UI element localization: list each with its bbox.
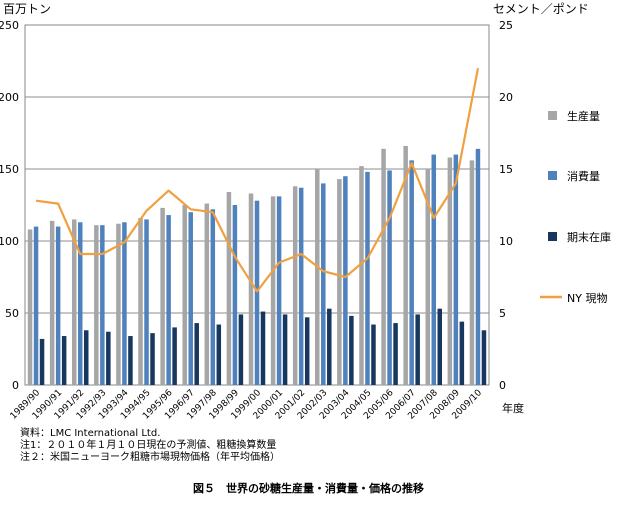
y-left-axis-title: 百万トン (3, 2, 51, 16)
y-right-tick-label: 10 (499, 235, 513, 248)
y-left-tick-label: 0 (12, 379, 19, 392)
bar-2 (260, 311, 266, 385)
bar-2 (128, 336, 133, 385)
price-line (35, 67, 480, 293)
bar-0 (71, 219, 77, 385)
bar-1 (387, 170, 392, 385)
bar-0 (138, 217, 143, 385)
bar-0 (248, 193, 254, 385)
bar-1 (276, 196, 282, 385)
bar-1 (475, 148, 481, 385)
x-axis-title: 年度 (502, 401, 524, 415)
bar-2 (39, 338, 45, 385)
legend-swatch-2 (548, 232, 557, 241)
legend-label-3: NY 現物 (567, 291, 607, 305)
bar-2 (194, 323, 199, 385)
y-left-tick-label: 50 (5, 307, 19, 320)
bar-1 (453, 154, 459, 385)
bar-1 (365, 171, 370, 385)
note-1: 注1：２０１０年１月１０日現在の予測値、粗糖換算数量 (20, 440, 277, 451)
bar-2 (150, 333, 155, 385)
y-left-tick-label: 150 (0, 163, 19, 176)
bar-1 (144, 219, 149, 385)
bar-2 (349, 315, 354, 385)
bar-0 (94, 225, 99, 385)
bar-1 (122, 222, 127, 385)
bar-1 (166, 215, 171, 385)
bar-0 (447, 157, 453, 385)
bar-0 (27, 229, 33, 385)
bar-2 (304, 317, 310, 385)
bar-1 (232, 205, 238, 385)
bar-0 (292, 186, 298, 385)
legend-swatch-1 (548, 171, 557, 180)
y-right-tick-label: 20 (499, 91, 513, 104)
bar-0 (315, 169, 320, 385)
bar-1 (55, 226, 61, 385)
bar-1 (431, 154, 437, 385)
bar-2 (83, 330, 89, 385)
bar-2 (393, 323, 398, 385)
bar-1 (100, 225, 105, 385)
bar-2 (172, 327, 177, 385)
y-right-tick-label: 15 (499, 163, 513, 176)
source-note: 資料：LMC International Ltd. (20, 428, 161, 439)
bar-0 (425, 169, 431, 385)
y-left-tick-label: 200 (0, 91, 19, 104)
bar-1 (321, 183, 326, 385)
bar-1 (33, 226, 39, 385)
bar-2 (371, 324, 376, 385)
bar-2 (481, 330, 487, 385)
y-right-tick-label: 5 (499, 307, 506, 320)
bar-2 (282, 314, 288, 385)
y-left-tick-label: 250 (0, 19, 19, 32)
note-2: 注２：米国ニューヨーク粗糖市場現物価格（年平均価格） (20, 452, 280, 463)
bar-1 (77, 222, 83, 385)
bar-2 (238, 314, 244, 385)
bar-0 (116, 223, 121, 385)
bar-0 (182, 205, 187, 385)
y-right-axis-title: セメント／ポンド (493, 2, 589, 16)
bar-0 (381, 148, 386, 385)
bar-2 (61, 336, 67, 385)
bar-2 (459, 321, 465, 385)
bar-1 (188, 212, 193, 385)
bar-0 (160, 207, 165, 385)
y-left-tick-label: 100 (0, 235, 19, 248)
bar-2 (216, 324, 222, 385)
legend-label-1: 消費量 (567, 169, 600, 183)
bar-2 (327, 308, 332, 385)
bar-0 (204, 203, 210, 385)
figure-caption: 図５ 世界の砂糖生産量・消費量・価格の推移 (193, 482, 424, 495)
bar-2 (415, 314, 420, 385)
chart-notes: 資料：LMC International Ltd. 注1：２０１０年１月１０日現… (20, 428, 280, 464)
bar-0 (270, 196, 276, 385)
bar-1 (298, 187, 304, 385)
bar-1 (409, 160, 414, 385)
legend-label-0: 生産量 (567, 109, 600, 123)
bar-1 (254, 200, 260, 385)
bar-2 (437, 308, 443, 385)
y-right-tick-label: 0 (499, 379, 506, 392)
bar-0 (403, 145, 408, 385)
bar-2 (106, 331, 111, 385)
bar-0 (226, 192, 232, 385)
y-right-tick-label: 25 (499, 19, 513, 32)
bar-0 (359, 166, 364, 385)
bar-0 (49, 220, 55, 385)
bar-1 (343, 176, 348, 385)
bar-1 (210, 209, 216, 385)
legend-swatch-0 (548, 111, 557, 120)
legend-label-2: 期末在庫 (567, 230, 611, 244)
bar-0 (469, 160, 475, 385)
bar-0 (337, 179, 342, 385)
